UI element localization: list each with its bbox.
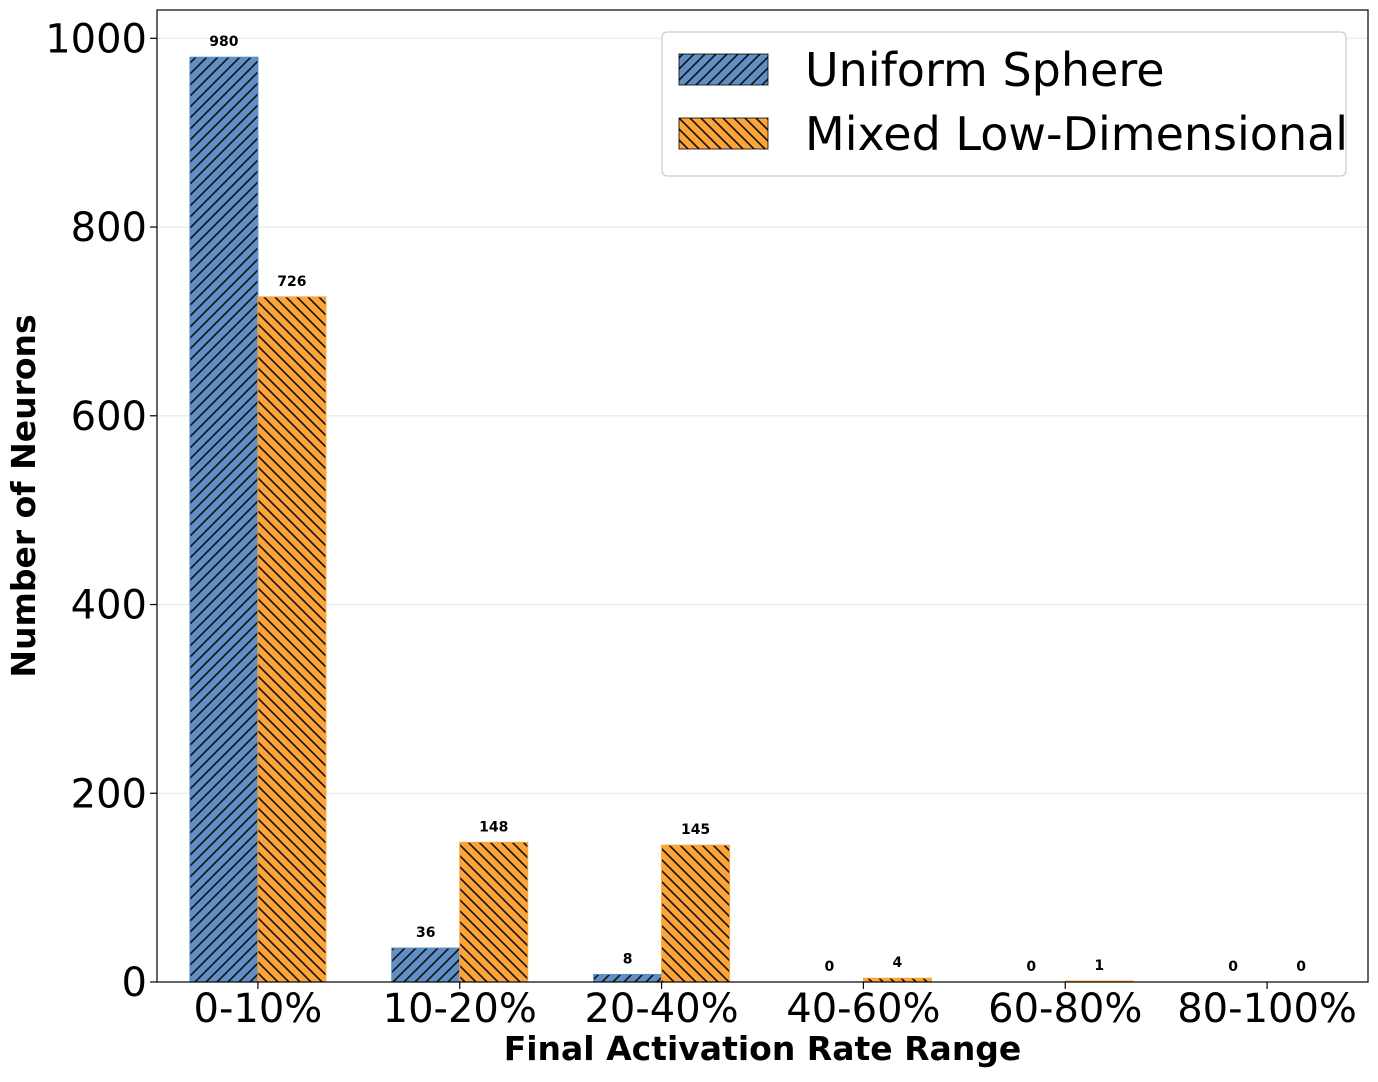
legend-swatch-uniform-sphere xyxy=(678,53,769,86)
x-tick-label-40-60: 40-60% xyxy=(786,986,940,1032)
gridlines xyxy=(157,37,1368,983)
y-tick-label: 1000 xyxy=(45,16,147,62)
bar-mixed-low-dimensional-0-10 xyxy=(257,296,327,983)
data-label: 1 xyxy=(1094,958,1104,974)
y-tick-label: 0 xyxy=(122,960,147,1006)
x-axis: 0-10% 10-20% 20-40% 40-60% 60-80% 80-100% xyxy=(194,982,1357,1032)
legend-label-mixed-low-dimensional: Mixed Low-Dimensional xyxy=(805,107,1348,161)
data-label: 4 xyxy=(893,955,903,971)
x-tick-label-0-10: 0-10% xyxy=(194,986,323,1032)
data-label: 0 xyxy=(1296,959,1306,975)
x-tick-label-10-20: 10-20% xyxy=(383,986,537,1032)
data-label: 0 xyxy=(1026,959,1036,975)
bars xyxy=(189,56,1134,983)
bar-uniform-sphere-20-40 xyxy=(593,973,663,983)
data-labels: 980 726 36 148 8 145 0 4 0 1 0 0 xyxy=(209,34,1306,975)
y-tick-label: 400 xyxy=(71,583,147,629)
legend-box xyxy=(661,31,1347,177)
x-tick-label-80-100: 80-100% xyxy=(1177,986,1357,1032)
y-axis: 0 200 400 600 800 1000 xyxy=(45,16,157,1006)
bar-mixed-low-dimensional-20-40 xyxy=(661,844,731,983)
plot-frame xyxy=(156,9,1369,983)
data-label: 8 xyxy=(623,951,633,967)
x-tick-label-60-80: 60-80% xyxy=(988,986,1142,1032)
x-axis-title: Final Activation Rate Range xyxy=(504,1029,1022,1068)
data-label: 145 xyxy=(681,822,710,838)
y-tick-label: 200 xyxy=(71,771,147,817)
bar-uniform-sphere-10-20 xyxy=(391,947,461,983)
legend-label-uniform-sphere: Uniform Sphere xyxy=(805,43,1165,97)
legend-swatch-mixed-low-dimensional xyxy=(678,117,769,150)
data-label: 36 xyxy=(416,925,435,941)
data-label: 726 xyxy=(277,274,306,290)
bar-uniform-sphere-0-10 xyxy=(189,56,259,983)
bar-mixed-low-dimensional-10-20 xyxy=(459,841,529,983)
data-label: 148 xyxy=(479,819,508,835)
data-label: 0 xyxy=(1228,959,1238,975)
y-axis-title: Number of Neurons xyxy=(4,314,43,677)
x-tick-label-20-40: 20-40% xyxy=(584,986,738,1032)
y-tick-label: 800 xyxy=(71,205,147,251)
data-label: 0 xyxy=(825,959,835,975)
y-tick-label: 600 xyxy=(71,394,147,440)
legend: Uniform Sphere Mixed Low-Dimensional xyxy=(661,31,1348,177)
data-label: 980 xyxy=(209,34,238,50)
